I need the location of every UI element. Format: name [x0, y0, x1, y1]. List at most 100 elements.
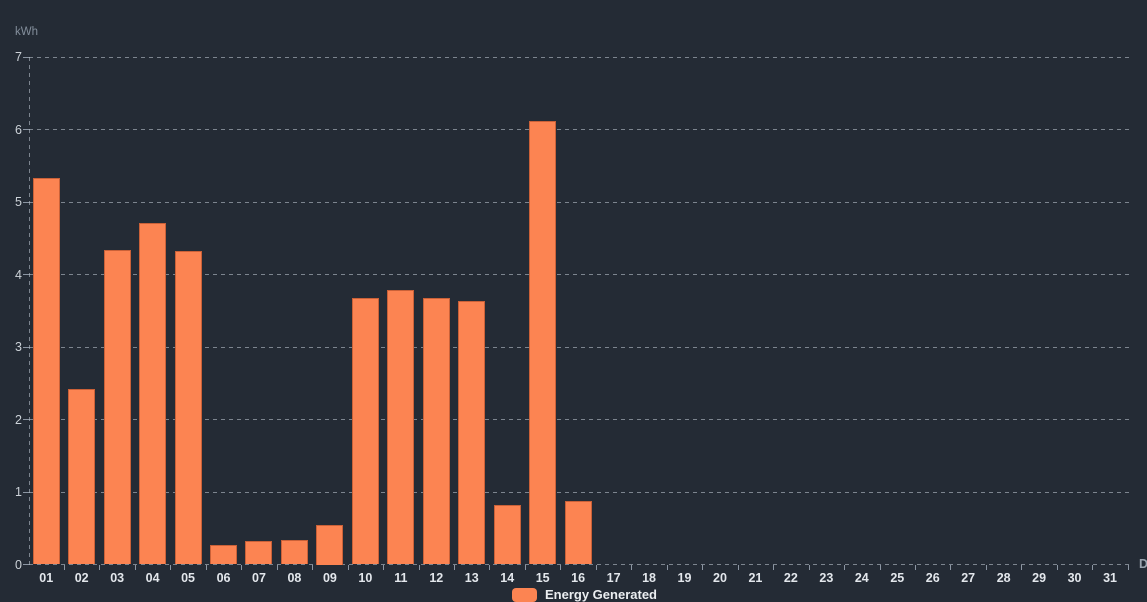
gridline: [28, 274, 1131, 275]
x-tick-label: 31: [1103, 571, 1117, 585]
x-axis-tick: [1092, 564, 1094, 570]
x-tick-label: 20: [713, 571, 727, 585]
x-axis-tick: [1056, 564, 1058, 570]
x-axis-name-clipped: D: [1139, 557, 1147, 571]
bar-day-03[interactable]: [103, 249, 131, 565]
bar-day-13[interactable]: [458, 301, 486, 565]
bar-day-12[interactable]: [422, 298, 450, 565]
x-tick-label: 24: [854, 571, 869, 585]
x-axis-tick: [985, 564, 987, 570]
x-tick-label: 30: [1067, 571, 1082, 585]
bar-day-15[interactable]: [529, 120, 557, 565]
x-tick-label: 26: [925, 571, 940, 585]
bar-day-06[interactable]: [210, 544, 238, 565]
x-tick-label: 07: [252, 571, 266, 585]
y-tick-label: 6: [15, 122, 22, 137]
x-tick-label: 04: [145, 571, 160, 585]
x-tick-label: 27: [961, 571, 976, 585]
bar-day-04[interactable]: [139, 223, 167, 565]
gridline: [28, 56, 1131, 58]
y-axis-tick: [22, 346, 29, 348]
x-axis-tick: [418, 564, 420, 570]
x-tick-label: 05: [181, 571, 196, 585]
gridline: [28, 129, 1131, 130]
x-axis-tick: [773, 564, 775, 570]
x-axis-tick: [844, 564, 846, 570]
x-tick-label: 11: [394, 571, 408, 585]
bar-day-09[interactable]: [316, 524, 344, 565]
x-tick-label: 08: [287, 571, 302, 585]
bar-day-08[interactable]: [280, 539, 308, 565]
gridline: [28, 419, 1131, 420]
x-tick-label: 28: [996, 571, 1011, 585]
x-axis-tick: [524, 564, 526, 570]
y-tick-label: 2: [15, 412, 22, 427]
bar-day-07[interactable]: [245, 540, 273, 565]
y-axis-tick: [22, 419, 29, 420]
x-axis-tick: [99, 564, 101, 570]
x-axis-tick: [631, 564, 633, 570]
bar-day-14[interactable]: [493, 505, 521, 565]
x-axis-tick: [879, 564, 881, 570]
x-axis-tick: [454, 564, 456, 570]
gridline: [28, 491, 1131, 493]
y-tick-label: 3: [15, 340, 22, 354]
x-axis-tick: [1021, 564, 1023, 570]
x-axis-tick: [170, 564, 172, 570]
gridline: [28, 346, 1131, 348]
x-tick-label: 22: [783, 571, 798, 585]
y-tick-label: 5: [15, 195, 22, 209]
x-tick-label: 02: [74, 571, 89, 585]
x-tick-label: 17: [606, 571, 621, 585]
x-axis-tick: [702, 564, 704, 570]
y-tick-label: 0: [15, 557, 22, 572]
x-tick-label: 10: [358, 571, 373, 585]
x-tick-label: 15: [535, 571, 550, 585]
y-axis-unit-label: kWh: [15, 26, 38, 38]
y-axis-tick: [22, 274, 29, 275]
bar-day-16[interactable]: [564, 500, 592, 565]
bar-day-10[interactable]: [351, 298, 379, 565]
x-axis-tick: [276, 564, 278, 570]
x-tick-label: 29: [1032, 571, 1047, 585]
bar-day-01[interactable]: [32, 178, 60, 565]
x-tick-label: 21: [748, 571, 763, 585]
y-axis-tick: [22, 564, 29, 565]
bar-day-02[interactable]: [68, 389, 96, 565]
x-tick-label: 06: [216, 571, 231, 585]
legend-label: Energy Generated: [545, 587, 657, 602]
bar-day-05[interactable]: [174, 251, 202, 565]
x-tick-label: 13: [464, 571, 479, 585]
x-tick-label: 23: [819, 571, 834, 585]
x-tick-label: 19: [677, 571, 692, 585]
x-axis-tick: [489, 564, 491, 570]
legend-item-energy-generated[interactable]: Energy Generated: [512, 587, 657, 602]
y-tick-label: 7: [15, 50, 22, 64]
x-axis-tick: [808, 564, 810, 570]
gridline: [28, 564, 1131, 565]
x-axis-tick: [666, 564, 668, 570]
y-axis-tick: [22, 129, 29, 130]
x-axis-tick: [737, 564, 739, 570]
x-axis-tick: [383, 564, 385, 570]
gridline: [28, 201, 1131, 203]
x-tick-label: 01: [39, 571, 54, 585]
y-axis-tick: [22, 56, 29, 58]
x-axis-tick: [915, 564, 916, 570]
x-tick-label: 03: [110, 571, 125, 585]
x-axis-tick: [950, 564, 952, 570]
y-axis-tick: [22, 201, 29, 203]
x-tick-label: 14: [500, 571, 515, 585]
x-axis-tick: [595, 564, 597, 570]
y-tick-label: 1: [15, 485, 22, 499]
x-axis-tick: [134, 564, 136, 570]
x-tick-label: 12: [429, 571, 444, 585]
x-axis-tick: [63, 564, 65, 570]
x-tick-label: 25: [890, 571, 905, 585]
y-tick-label: 4: [15, 267, 22, 282]
x-axis-tick: [312, 564, 314, 570]
x-axis-tick: [560, 564, 562, 570]
bar-day-11[interactable]: [387, 289, 415, 565]
y-axis-line: [28, 57, 30, 567]
